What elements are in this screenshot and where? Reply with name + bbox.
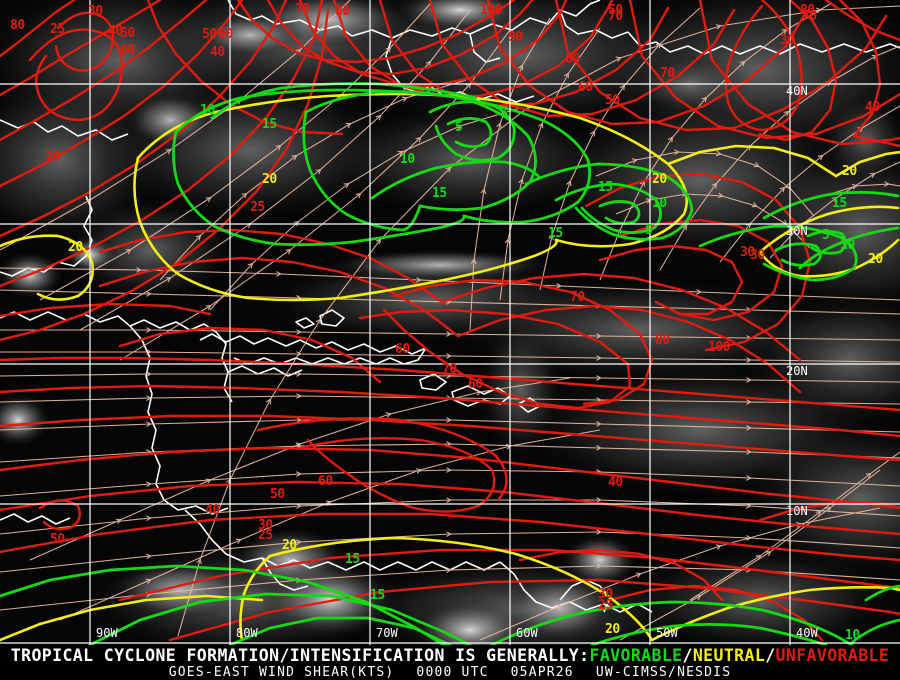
contour-unfavorable [0,0,900,642]
product-footer: TROPICAL CYCLONE FORMATION/INTENSIFICATI… [0,645,900,680]
legend-separator-2: / [765,646,776,665]
satellite-contour-map: 40N 30N 20N 10N 90W 80W 70W 60W 50W 40W 30 25 80 40… [0,0,900,645]
headline-text: TROPICAL CYCLONE FORMATION/INTENSIFICATI… [10,646,590,665]
legend-separator-1: / [682,646,693,665]
map-canvas [0,0,900,645]
product-metadata-line: GOES-EAST WIND SHEAR(KTS) 0000 UTC 05APR26… [0,665,900,680]
legend-neutral: NEUTRAL [692,646,766,665]
product-time: 0000 UTC [416,665,489,680]
favorability-legend-line: TROPICAL CYCLONE FORMATION/INTENSIFICATI… [0,646,900,665]
product-source: GOES-EAST WIND SHEAR(KTS) [168,665,395,680]
legend-unfavorable: UNFAVORABLE [775,646,890,665]
product-agency: UW-CIMSS/NESDIS [595,665,732,680]
product-date: 05APR26 [510,665,574,680]
contour-neutral [0,92,900,642]
graticule-layer [0,0,900,645]
legend-favorable: FAVORABLE [589,646,683,665]
contour-favorable [0,82,900,645]
